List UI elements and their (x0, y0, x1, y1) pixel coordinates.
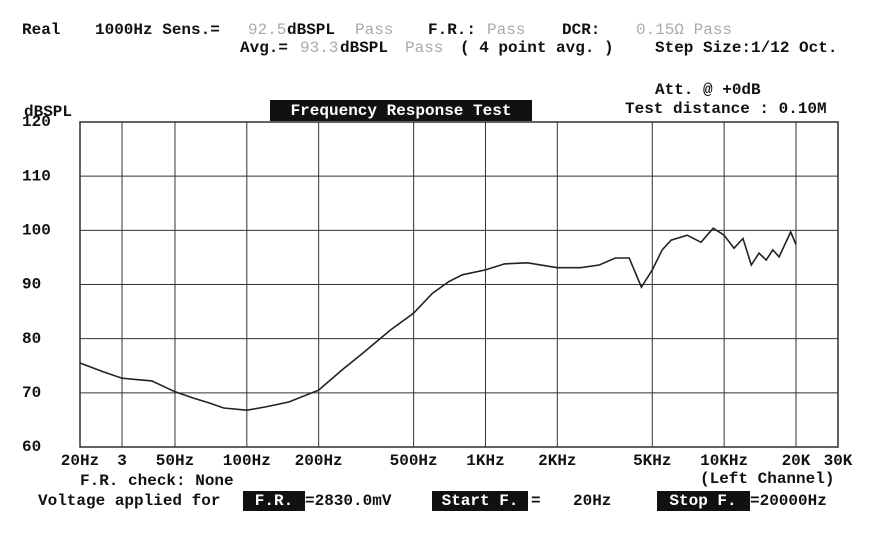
stop-button-label[interactable]: Stop F. (669, 492, 736, 510)
test-distance: Test distance : 0.10M (625, 100, 827, 118)
y-tick-label: 80 (22, 330, 41, 348)
fr-button-label[interactable]: F.R. (255, 492, 293, 510)
y-tick-label: 70 (22, 384, 41, 402)
x-tick-label: 10KHz (700, 452, 748, 470)
voltage-label: Voltage applied for (38, 492, 220, 510)
x-tick-label: 20Hz (61, 452, 99, 470)
y-tick-label: 120 (22, 113, 51, 131)
x-tick-label: 30K (824, 452, 853, 470)
dcr-value: 0.15Ω Pass (636, 21, 732, 39)
avg-result: Pass (405, 39, 443, 57)
sens-value: 92.5 (248, 21, 286, 39)
step-size: Step Size:1/12 Oct. (655, 39, 837, 57)
y-tick-label: 110 (22, 167, 51, 185)
y-tick-label: 60 (22, 438, 41, 456)
avg-label: Avg.= (240, 39, 288, 57)
x-tick-label: 2KHz (538, 452, 576, 470)
start-button[interactable] (432, 491, 528, 511)
fr-result: Pass (487, 21, 525, 39)
title-box (270, 100, 532, 121)
x-tick-label: 500Hz (390, 452, 438, 470)
stop-button[interactable] (657, 491, 750, 511)
avg-value: 93.3 (300, 39, 338, 57)
channel: (Left Channel) (700, 470, 834, 488)
avg-note: ( 4 point avg. ) (460, 39, 614, 57)
avg-unit: dBSPL (340, 39, 388, 57)
chart-title: Frequency Response Test (291, 102, 512, 120)
mode: Real (22, 21, 60, 39)
sens-unit: dBSPL (287, 21, 335, 39)
dcr-label: DCR: (562, 21, 600, 39)
x-tick-label: 3 (117, 452, 127, 470)
voltage-value: =2830.0mV (305, 492, 392, 510)
x-tick-label: 5KHz (633, 452, 671, 470)
fr-button[interactable] (243, 491, 305, 511)
x-tick-label: 200Hz (295, 452, 343, 470)
y-tick-label: 90 (22, 276, 41, 294)
x-tick-label: 100Hz (223, 452, 271, 470)
attenuation: Att. @ +0dB (655, 81, 761, 99)
y-tick-label: 100 (22, 222, 51, 240)
x-tick-label: 20K (782, 452, 811, 470)
response-curve (79, 227, 797, 412)
start-button-label[interactable]: Start F. (442, 492, 519, 510)
x-tick-label: 50Hz (156, 452, 194, 470)
stop-value: =20000Hz (750, 492, 827, 510)
fr-check: F.R. check: None (80, 472, 234, 490)
sens-result: Pass (355, 21, 393, 39)
fr-label: F.R.: (428, 21, 476, 39)
sens-label: 1000Hz Sens.= (95, 21, 220, 39)
start-eq: = (531, 492, 541, 510)
start-value: 20Hz (573, 492, 611, 510)
x-tick-label: 1KHz (466, 452, 504, 470)
y-axis-label: dBSPL (24, 103, 72, 121)
